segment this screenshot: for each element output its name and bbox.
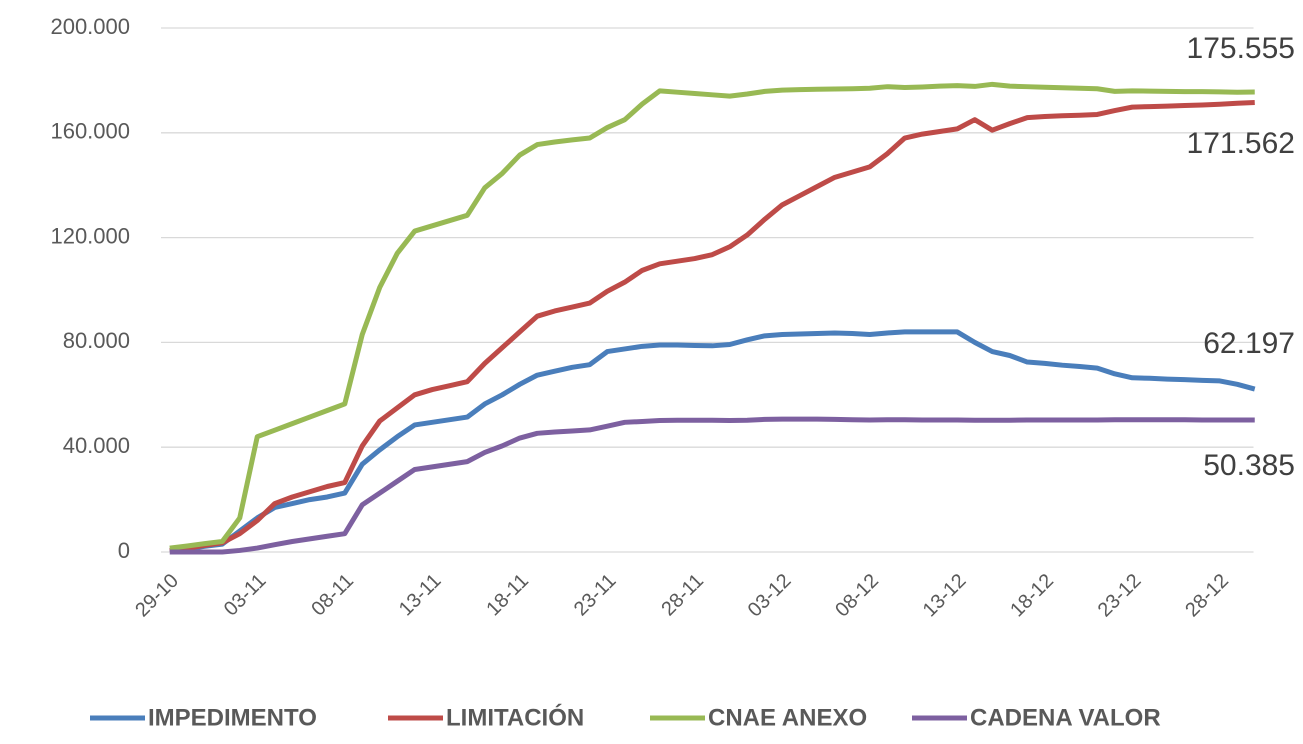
x-tick-label: 28-12 (1181, 570, 1233, 622)
x-tick-label: 03-12 (744, 570, 796, 622)
x-tick-label: 18-12 (1006, 570, 1058, 622)
y-tick-label: 160.000 (50, 119, 130, 144)
x-tick-label: 08-11 (307, 570, 358, 621)
legend-label: IMPEDIMENTO (148, 704, 317, 731)
end-label: 175.555 (1187, 32, 1295, 65)
series-line (169, 329, 1256, 554)
x-tick-label: 13-11 (395, 570, 446, 621)
series-line (169, 100, 1255, 554)
y-tick-label: 40.000 (63, 433, 130, 458)
legend-label: LIMITACIÓN (446, 703, 584, 731)
series-line (169, 81, 1255, 551)
series-line (169, 416, 1255, 555)
end-label: 171.562 (1187, 127, 1295, 160)
x-tick-label: 13-12 (919, 570, 971, 622)
x-tick-label: 08-12 (831, 570, 883, 622)
legend-label: CADENA VALOR (970, 704, 1161, 731)
y-tick-label: 200.000 (50, 14, 130, 39)
y-tick-label: 80.000 (63, 328, 130, 353)
x-tick-label: 23-12 (1094, 570, 1146, 622)
x-tick-label: 29-10 (131, 570, 183, 622)
x-tick-label: 23-11 (570, 570, 621, 621)
y-tick-label: 0 (118, 538, 130, 563)
legend-label: CNAE ANEXO (708, 704, 867, 731)
y-tick-label: 120.000 (50, 223, 130, 248)
end-label: 62.197 (1203, 327, 1295, 360)
x-tick-label: 28-11 (657, 570, 708, 621)
x-tick-label: 18-11 (482, 570, 533, 621)
x-tick-label: 03-11 (220, 570, 271, 621)
end-label: 50.385 (1203, 449, 1295, 482)
